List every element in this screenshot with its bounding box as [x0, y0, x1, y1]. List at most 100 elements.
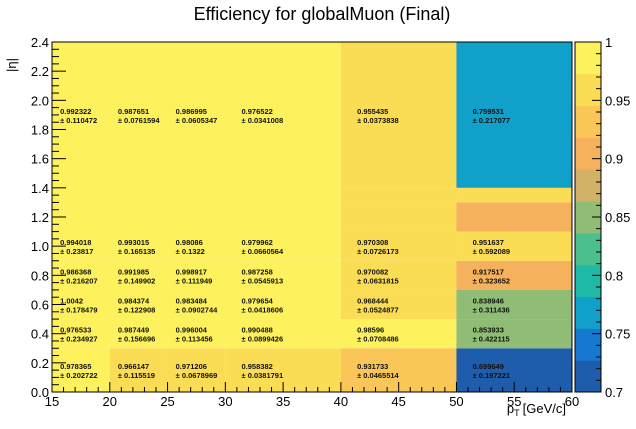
cell-error-label: ± 0.311436	[473, 306, 510, 315]
cell-value-label: 0.958382	[242, 362, 273, 371]
heatmap-cell	[456, 260, 572, 290]
heatmap-cell	[52, 348, 110, 392]
cell-error-label: ± 0.217077	[473, 116, 510, 125]
y-axis-ticks: 0.0 0.2 0.4 0.6 0.8 1.0 1.2 1.4 1.6 1.8 2.0 2.2 2.4	[31, 35, 66, 400]
heatmap-cell	[225, 187, 341, 203]
cell-value-label: 0.976533	[60, 326, 91, 335]
cell-error-label: ± 0.110472	[60, 116, 97, 125]
cell-error-label: ± 0.0341008	[242, 116, 284, 125]
x-tick-label: 25	[160, 394, 174, 409]
cell-value-label: 1.0042	[60, 297, 83, 306]
cell-error-label: ± 0.0465514	[357, 371, 399, 380]
cell-value-label: 0.699649	[473, 362, 504, 371]
cell-error-label: ± 0.0605347	[176, 116, 218, 125]
y-tick-label: 0.8	[31, 268, 49, 283]
heatmap-cell	[225, 319, 341, 349]
heatmap-cell	[109, 187, 168, 203]
heatmap-cell	[167, 260, 226, 290]
cell-value-label: 0.996004	[176, 326, 208, 335]
color-scale-segment	[575, 73, 601, 107]
chart-title: Efficiency for globalMuon (Final)	[194, 4, 451, 24]
cell-value-label: 0.98596	[357, 326, 384, 335]
cell-error-label: ± 0.1322	[176, 247, 205, 256]
cell-error-label: ± 0.0902744	[176, 306, 218, 315]
cell-value-label: 0.970308	[357, 238, 388, 247]
x-tick-label: 35	[276, 394, 290, 409]
cell-error-label: ± 0.149902	[118, 276, 155, 285]
x-tick-label: 15	[45, 394, 59, 409]
cell-error-label: ± 0.0373838	[357, 116, 399, 125]
cell-error-label: ± 0.0631815	[357, 276, 399, 285]
heatmap-cell	[167, 202, 226, 232]
heatmap-cell	[225, 289, 341, 320]
y-axis-label: |η|	[4, 58, 19, 72]
cell-value-label: 0.951637	[473, 238, 504, 247]
heatmap-cell	[225, 260, 341, 290]
z-tick-label: 0.95	[605, 93, 630, 108]
cell-error-label: ± 0.156696	[118, 335, 155, 344]
x-tick-label: 30	[218, 394, 232, 409]
heatmap-cell	[167, 319, 226, 349]
cell-value-label: 0.993015	[118, 238, 149, 247]
cell-value-label: 0.971206	[176, 362, 207, 371]
cell-value-label: 0.955435	[357, 107, 388, 116]
cell-error-label: ± 0.0418606	[242, 306, 284, 315]
heatmap-cell	[456, 42, 572, 188]
heatmap-cell	[167, 42, 226, 188]
x-tick-label: 55	[507, 394, 521, 409]
heatmap-cell	[340, 289, 457, 320]
z-tick-label: 0.9	[605, 152, 623, 167]
heatmap-cell	[456, 187, 572, 203]
z-tick-label: 0.7	[605, 385, 623, 400]
cell-error-label: ± 0.113456	[176, 335, 213, 344]
x-axis-label: pT [GeV/c]	[507, 401, 566, 418]
x-axis-label-sub: T	[514, 408, 520, 418]
x-tick-label: 45	[391, 394, 405, 409]
y-tick-label: 1.2	[31, 210, 49, 225]
cell-value-label: 0.998917	[176, 267, 207, 276]
cell-value-label: 0.979654	[242, 297, 274, 306]
cell-error-label: ± 0.0524877	[357, 306, 399, 315]
color-scale-segment	[575, 232, 601, 266]
heatmap-cell	[167, 289, 226, 320]
cell-error-label: ± 0.216207	[60, 276, 97, 285]
cell-error-label: ± 0.115519	[118, 371, 155, 380]
cell-error-label: ± 0.178479	[60, 306, 97, 315]
y-tick-label: 1.0	[31, 239, 49, 254]
heatmap-cell	[456, 319, 572, 349]
color-scale-segment	[575, 137, 601, 170]
heatmap-cell	[340, 319, 457, 349]
cell-value-label: 0.976522	[242, 107, 273, 116]
color-scale: 0.7 0.75 0.8 0.85 0.9 0.95 1	[574, 35, 630, 400]
cell-error-label: ± 0.0899426	[242, 335, 284, 344]
heatmap-cell	[340, 187, 457, 203]
y-tick-label: 2.4	[31, 35, 49, 50]
color-scale-segment	[575, 42, 601, 75]
cell-value-label: 0.979962	[242, 238, 273, 247]
heatmap-cell	[456, 202, 572, 232]
heatmap-cell-labels: 0.978365± 0.202722 0.966147± 0.115519 0.97…	[60, 107, 510, 380]
y-tick-label: 2.2	[31, 64, 49, 79]
color-scale-segment	[575, 169, 601, 202]
heatmap-cell	[109, 231, 168, 261]
heatmap-cell	[52, 42, 110, 188]
heatmap-cell	[52, 187, 110, 203]
z-tick-label: 0.75	[605, 327, 630, 342]
cell-error-label: ± 0.422115	[473, 335, 510, 344]
y-tick-label: 0.6	[31, 298, 49, 313]
cell-error-label: ± 0.0381791	[242, 371, 284, 380]
y-tick-label: 2.0	[31, 93, 49, 108]
cell-value-label: 0.994018	[60, 238, 91, 247]
z-tick-label: 0.85	[605, 210, 630, 225]
cell-value-label: 0.853933	[473, 326, 504, 335]
y-tick-label: 1.4	[31, 181, 49, 196]
heatmap-cell	[167, 187, 226, 203]
color-scale-segment	[575, 360, 601, 393]
heatmap-cell	[109, 260, 168, 290]
y-tick-label: 0.2	[31, 356, 49, 371]
heatmap-cell	[167, 348, 226, 392]
heatmap-cell	[225, 231, 341, 261]
heatmap-cell	[456, 231, 572, 261]
heatmap-cells	[52, 42, 572, 392]
cell-value-label: 0.968444	[357, 297, 389, 306]
